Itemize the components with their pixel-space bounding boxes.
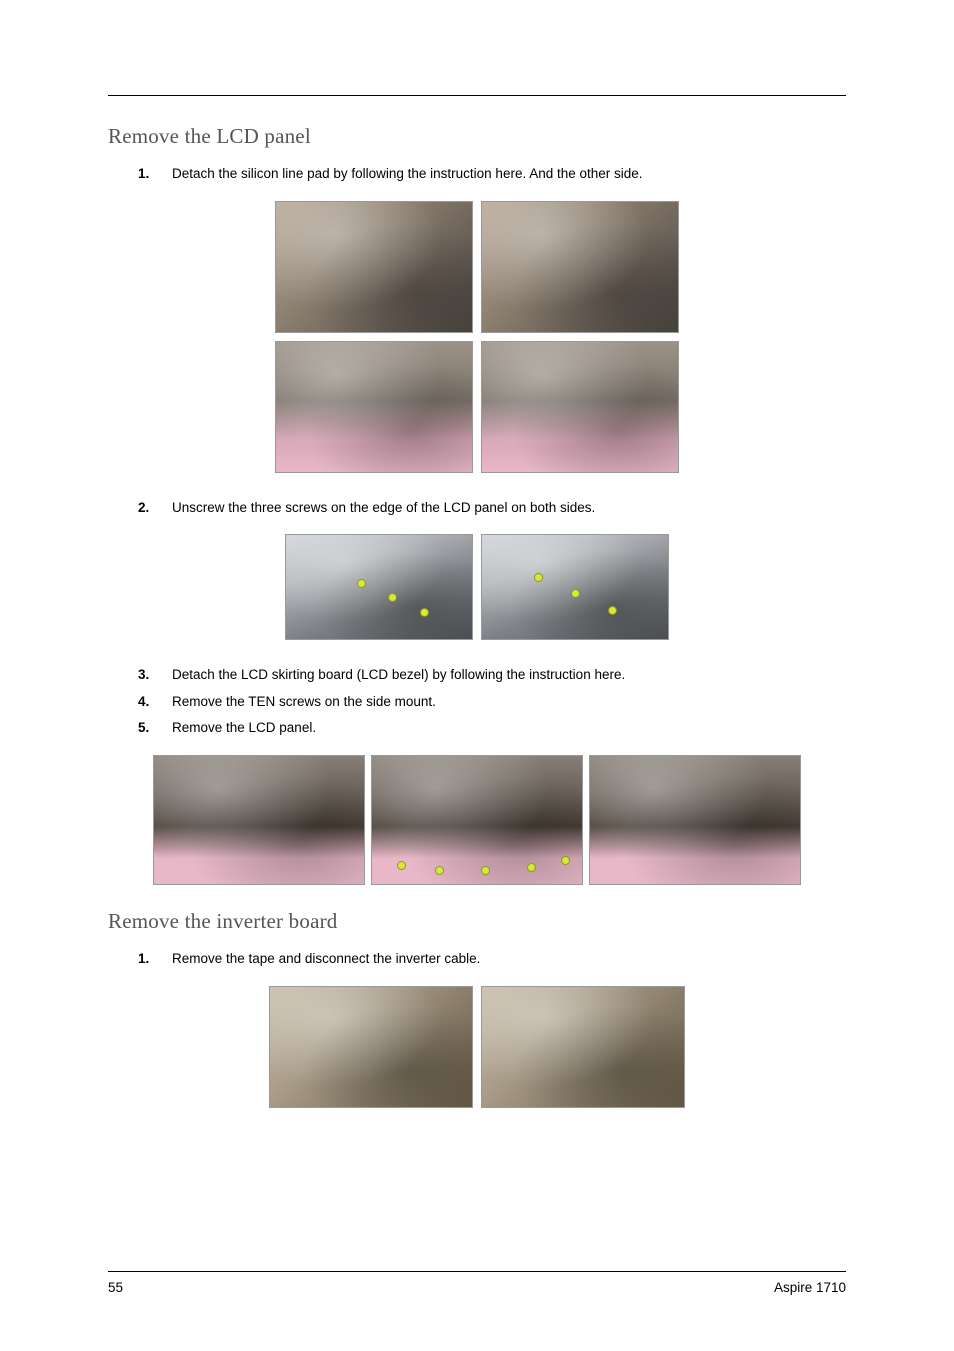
step-number: 3.	[138, 664, 149, 686]
page-number: 55	[108, 1280, 123, 1295]
screw-highlight-icon	[527, 863, 536, 872]
screw-highlight-icon	[561, 856, 570, 865]
image-row-inverter	[108, 986, 846, 1108]
screw-highlight-icon	[608, 606, 617, 615]
screw-highlight-icon	[420, 608, 429, 617]
instruction-image	[481, 534, 669, 640]
step-item: 5. Remove the LCD panel.	[138, 717, 846, 739]
model-name: Aspire 1710	[774, 1280, 846, 1295]
step-item: 2. Unscrew the three screws on the edge …	[138, 497, 846, 519]
steps-list-lcd: 2. Unscrew the three screws on the edge …	[108, 497, 846, 519]
step-text: Detach the LCD skirting board (LCD bezel…	[172, 667, 625, 682]
screw-highlight-icon	[357, 579, 366, 588]
screw-highlight-icon	[481, 866, 490, 875]
image-row-lcd-removal	[108, 755, 846, 885]
steps-list-lcd: 3. Detach the LCD skirting board (LCD be…	[108, 664, 846, 739]
instruction-image	[269, 986, 473, 1108]
screw-highlight-icon	[388, 593, 397, 602]
step-text: Remove the tape and disconnect the inver…	[172, 951, 480, 966]
screw-highlight-icon	[397, 861, 406, 870]
step-number: 1.	[138, 948, 149, 970]
top-rule	[108, 95, 846, 96]
step-item: 1. Remove the tape and disconnect the in…	[138, 948, 846, 970]
instruction-image	[275, 341, 473, 473]
page-footer: 55 Aspire 1710	[108, 1271, 846, 1295]
instruction-image	[481, 341, 679, 473]
step-number: 2.	[138, 497, 149, 519]
instruction-image	[371, 755, 583, 885]
step-item: 3. Detach the LCD skirting board (LCD be…	[138, 664, 846, 686]
steps-list-lcd: 1. Detach the silicon line pad by follow…	[108, 163, 846, 185]
step-number: 4.	[138, 691, 149, 713]
footer-row: 55 Aspire 1710	[108, 1280, 846, 1295]
step-item: 4. Remove the TEN screws on the side mou…	[138, 691, 846, 713]
page-content: Remove the LCD panel 1. Detach the silic…	[0, 0, 954, 1182]
instruction-image	[153, 755, 365, 885]
step-text: Remove the LCD panel.	[172, 720, 316, 735]
image-row-screws	[108, 534, 846, 640]
step-text: Remove the TEN screws on the side mount.	[172, 694, 436, 709]
screw-highlight-icon	[534, 573, 543, 582]
instruction-image	[275, 201, 473, 333]
instruction-image	[481, 201, 679, 333]
step-text: Detach the silicon line pad by following…	[172, 166, 643, 181]
image-grid-silicon-pad	[267, 201, 687, 473]
footer-rule	[108, 1271, 846, 1272]
instruction-image	[481, 986, 685, 1108]
step-item: 1. Detach the silicon line pad by follow…	[138, 163, 846, 185]
screw-highlight-icon	[435, 866, 444, 875]
screw-highlight-icon	[571, 589, 580, 598]
instruction-image	[285, 534, 473, 640]
section-heading-inverter: Remove the inverter board	[108, 909, 846, 934]
step-text: Unscrew the three screws on the edge of …	[172, 500, 595, 515]
section-heading-lcd: Remove the LCD panel	[108, 124, 846, 149]
step-number: 1.	[138, 163, 149, 185]
instruction-image	[589, 755, 801, 885]
steps-list-inverter: 1. Remove the tape and disconnect the in…	[108, 948, 846, 970]
step-number: 5.	[138, 717, 149, 739]
